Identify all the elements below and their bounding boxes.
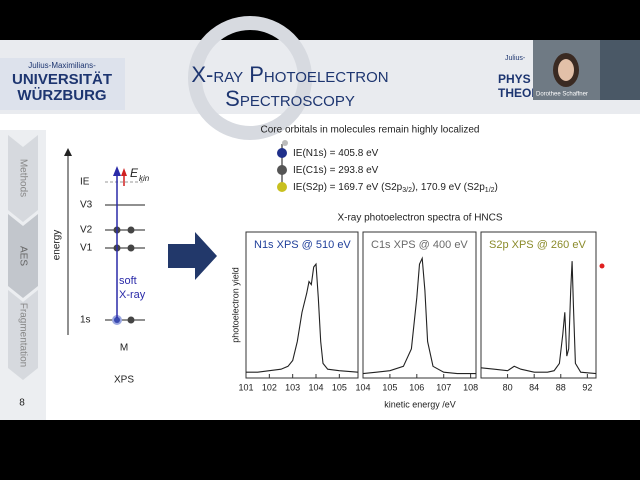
laser-pointer [599, 263, 605, 269]
slide-title: Spectroscopy [225, 86, 355, 111]
x-tick-label: 104 [308, 382, 323, 392]
photon-label: soft [119, 275, 137, 287]
ie-line: IE(N1s) = 405.8 eV [293, 148, 379, 159]
slide-title: X-ray Photoelectron [191, 62, 388, 87]
x-tick-label: 105 [382, 382, 397, 392]
spectra: 101 102 103 104 105 N1s XPS @ 510 eV 104 105 106… [238, 231, 597, 392]
webcam-bg [600, 40, 640, 100]
arrowhead [113, 166, 121, 176]
ekin-sub: kin [139, 174, 150, 183]
x-tick-label: 108 [463, 382, 478, 392]
level-label: 1s [80, 315, 91, 326]
level-label: V2 [80, 225, 93, 236]
spectrum-line [362, 256, 476, 375]
x-tick-label: 92 [582, 382, 592, 392]
webcam-name: Dorothee Schaffner [536, 92, 588, 98]
ie-line: IE(S2p) = 169.7 eV (S2p3/2), 170.9 eV (S… [293, 182, 498, 194]
ie-text: IE(C1s) = 293.8 eV [293, 165, 379, 176]
panel-frame [245, 231, 359, 379]
y-axis-label: photoelectron yield [230, 267, 240, 343]
ie-sub: 3/2 [402, 187, 412, 194]
ie-text: IE(S2p) = 169.7 eV (S2p [293, 182, 403, 193]
header-right: THEOR [498, 86, 540, 100]
arrowhead [121, 168, 127, 176]
spectrum-line [480, 261, 597, 375]
ekin-label: E [130, 166, 139, 180]
x-tick-label: 101 [238, 382, 253, 392]
header-right: PHYS [498, 72, 531, 86]
logo-line: UNIVERSITÄT [12, 71, 112, 88]
nav-item[interactable]: AES [17, 246, 28, 266]
level-label: V3 [80, 200, 93, 211]
panel-title: S2p XPS @ 260 eV [489, 239, 586, 251]
page-number: 8 [19, 398, 25, 409]
ie-sub: 1/2 [485, 187, 495, 194]
arrowhead [64, 148, 72, 156]
panel-title: C1s XPS @ 400 eV [371, 239, 468, 251]
method-label: XPS [114, 375, 134, 386]
ie-text: ) [495, 182, 498, 193]
nav-chevron [8, 214, 38, 298]
x-axis-label: kinetic energy /eV [384, 399, 456, 409]
spectrum-line [246, 262, 359, 373]
x-tick-label: 104 [355, 382, 370, 392]
axis-label: energy [52, 230, 63, 261]
panel-title: N1s XPS @ 510 eV [254, 239, 351, 251]
nav-item[interactable]: Methods [17, 159, 28, 197]
x-tick-label: 80 [503, 382, 513, 392]
seal [188, 16, 312, 140]
x-tick-label: 103 [285, 382, 300, 392]
webcam-face [558, 59, 574, 81]
photon-label: X-ray [119, 289, 146, 301]
nav-chevron [8, 135, 38, 222]
logo-small: Julius-Maximilians- [28, 61, 96, 70]
big-arrow [168, 232, 217, 280]
spectra-title: X-ray photoelectron spectra of HNCS [337, 213, 502, 224]
x-tick-label: 106 [409, 382, 424, 392]
header-right-small: Julius- [505, 55, 526, 62]
molecule-label: M [120, 343, 128, 354]
atom-h [282, 140, 288, 146]
orbitals-heading: Core orbitals in molecules remain highly… [261, 125, 480, 136]
panel-frame [480, 231, 597, 379]
ie-line: IE(C1s) = 293.8 eV [293, 165, 379, 176]
x-tick-label: 105 [332, 382, 347, 392]
nav-item[interactable]: Fragmentation [17, 303, 28, 367]
logo-line: WÜRZBURG [17, 87, 106, 104]
logo-box [0, 58, 125, 110]
atom-n [277, 148, 287, 158]
atom-c [277, 165, 287, 175]
nav-chevron [8, 290, 38, 380]
level-label: IE [80, 177, 90, 188]
level-label: V1 [80, 243, 93, 254]
ie-text: IE(N1s) = 405.8 eV [293, 148, 379, 159]
panel-frame [362, 231, 477, 379]
x-tick-label: 102 [262, 382, 277, 392]
x-tick-label: 88 [556, 382, 566, 392]
atom-s [277, 182, 287, 192]
x-tick-label: 107 [436, 382, 451, 392]
core-electron [114, 317, 120, 323]
ie-text: ), 170.9 eV (S2p [412, 182, 485, 193]
x-tick-label: 84 [529, 382, 539, 392]
